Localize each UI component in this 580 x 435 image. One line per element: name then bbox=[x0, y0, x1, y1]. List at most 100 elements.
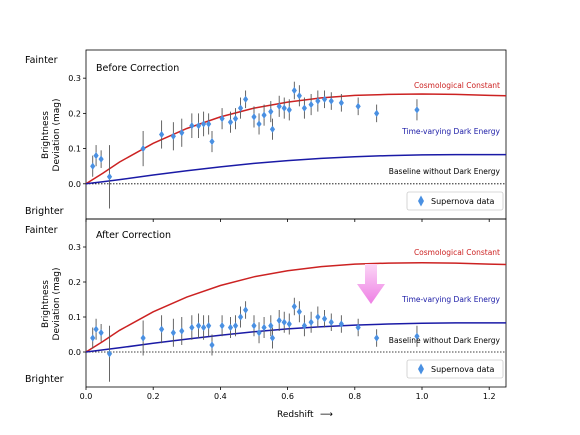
legend-bottom-frame bbox=[406, 359, 504, 379]
legend-top-frame bbox=[406, 191, 504, 211]
x-tick-label: 0.2 bbox=[147, 392, 160, 401]
panel-title-after: After Correction bbox=[96, 230, 171, 241]
panel-title-before: Before Correction bbox=[96, 63, 179, 74]
data-point bbox=[219, 322, 225, 330]
data-point bbox=[315, 313, 321, 321]
x-tick-label: 0.0 bbox=[80, 392, 93, 401]
data-point bbox=[243, 95, 249, 103]
dark-energy-curve bbox=[85, 322, 506, 353]
y-tick-label: 0.3 bbox=[68, 74, 81, 83]
data-point bbox=[140, 334, 146, 342]
data-point bbox=[93, 152, 99, 160]
y-tick-label: 0.1 bbox=[68, 145, 81, 154]
data-point bbox=[227, 323, 234, 332]
data-point bbox=[261, 323, 267, 332]
legend-bottom-label: Supernova data bbox=[431, 365, 495, 374]
x-tick-label: 1.2 bbox=[483, 392, 496, 401]
y-axis-label-top-line2: Deviation (mag) bbox=[52, 99, 62, 172]
data-point bbox=[321, 95, 328, 103]
data-point bbox=[90, 334, 96, 342]
data-point bbox=[414, 106, 420, 114]
data-point bbox=[281, 104, 287, 112]
data-point bbox=[159, 325, 165, 333]
data-point bbox=[269, 125, 276, 133]
x-tick-label: 0.4 bbox=[214, 392, 227, 401]
panel-after-correction: 0.0 0.1 0.2 0.3 bbox=[68, 218, 507, 390]
label-cosmological-bottom: Cosmological Constant bbox=[414, 248, 500, 257]
data-point bbox=[232, 115, 239, 123]
data-point bbox=[301, 104, 307, 112]
x-tick-label: 0.8 bbox=[348, 392, 361, 401]
data-point bbox=[251, 113, 257, 121]
data-point bbox=[286, 320, 292, 328]
fainter-label-bottom: Fainter bbox=[25, 225, 58, 236]
label-cosmological-top: Cosmological Constant bbox=[414, 81, 500, 90]
data-point bbox=[106, 350, 113, 358]
y-tick-label: 0.1 bbox=[68, 313, 81, 322]
data-point bbox=[243, 306, 249, 314]
data-point bbox=[291, 302, 297, 311]
legend-bottom: Supernova data bbox=[406, 359, 504, 379]
data-point bbox=[219, 115, 225, 123]
data-point bbox=[269, 334, 276, 342]
data-point bbox=[328, 97, 334, 105]
data-point bbox=[189, 122, 195, 130]
correction-arrow bbox=[357, 264, 385, 304]
data-point bbox=[170, 329, 176, 337]
data-point bbox=[189, 323, 195, 332]
data-point bbox=[291, 86, 297, 95]
data-point bbox=[232, 322, 239, 330]
data-point bbox=[179, 129, 185, 137]
data-point bbox=[308, 100, 314, 109]
data-point bbox=[355, 102, 361, 110]
data-point bbox=[296, 92, 302, 100]
legend-top-label: Supernova data bbox=[431, 197, 495, 206]
data-point bbox=[209, 341, 215, 349]
data-point bbox=[338, 320, 344, 328]
x-tick-labels: 0.0 0.2 0.4 0.6 0.8 1.0 1.2 bbox=[80, 392, 496, 401]
panel-before-correction: 0.0 0.1 0.2 0.3 bbox=[68, 49, 507, 222]
y-tick-label: 0.2 bbox=[68, 109, 81, 118]
data-point bbox=[195, 322, 202, 330]
y-tick-label: 0.0 bbox=[68, 348, 81, 357]
data-point bbox=[140, 144, 146, 153]
y-axis-label-bottom-line2: Deviation (mag) bbox=[52, 268, 62, 341]
x-axis-label: Redshift bbox=[277, 410, 314, 420]
brighter-label-top: Brighter bbox=[25, 206, 64, 217]
data-point bbox=[201, 323, 207, 332]
label-baseline-bottom: Baseline without Dark Energy bbox=[389, 336, 501, 345]
data-point bbox=[195, 122, 202, 130]
y-tick-label: 0.3 bbox=[68, 243, 81, 252]
plot-frame bbox=[85, 218, 507, 388]
cosmological-constant-curve bbox=[85, 262, 507, 353]
data-point bbox=[328, 318, 334, 326]
y-axis-label-top: Brightness Deviation (mag) bbox=[41, 99, 62, 172]
label-baseline-top: Baseline without Dark Energy bbox=[389, 167, 501, 176]
data-point bbox=[374, 109, 380, 117]
legend-top: Supernova data bbox=[406, 191, 504, 211]
data-point bbox=[301, 322, 307, 330]
y-axis-label-bottom: Brightness Deviation (mag) bbox=[41, 268, 62, 341]
fainter-label-top: Fainter bbox=[25, 55, 58, 66]
data-point bbox=[268, 108, 274, 116]
label-dark-energy-bottom: Time-varying Dark Energy bbox=[401, 295, 500, 304]
y-axis-label-bottom-line1: Brightness bbox=[41, 280, 51, 328]
data-point bbox=[261, 111, 267, 119]
data-point bbox=[268, 322, 274, 330]
data-point bbox=[106, 173, 113, 181]
data-point bbox=[251, 322, 257, 330]
dark-energy-curve bbox=[85, 153, 506, 185]
data-point bbox=[338, 99, 344, 107]
data-point bbox=[209, 137, 215, 146]
data-point bbox=[321, 315, 328, 323]
data-point bbox=[170, 132, 176, 140]
x-tick-label: 0.6 bbox=[281, 392, 294, 401]
data-point bbox=[206, 120, 212, 128]
label-dark-energy-top: Time-varying Dark Energy bbox=[401, 127, 500, 136]
data-point bbox=[355, 323, 361, 332]
data-point bbox=[281, 318, 287, 326]
cosmological-constant-curve bbox=[85, 93, 507, 185]
correction-arrow-shape bbox=[357, 264, 385, 304]
data-point bbox=[93, 325, 99, 333]
